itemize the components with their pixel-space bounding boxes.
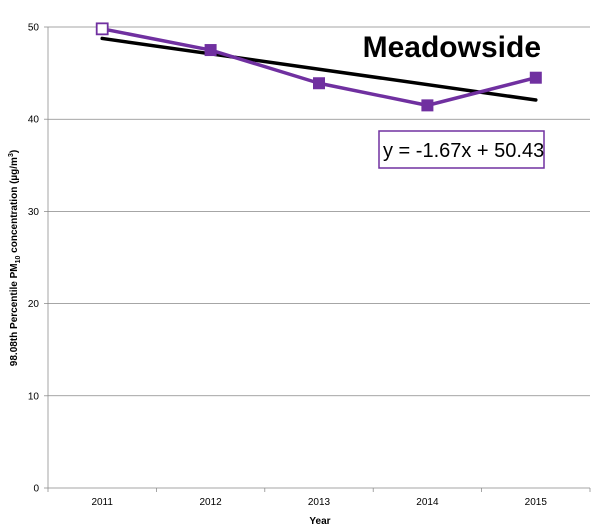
series-group xyxy=(95,22,542,112)
y-axis-title-subscript: 10 xyxy=(15,255,22,263)
x-tick-label: 2015 xyxy=(525,497,548,508)
tick-labels: 0 10 20 30 40 50 2011 2012 2013 2014 2015 xyxy=(28,23,547,509)
chart-title: Meadowside xyxy=(363,31,541,64)
axes xyxy=(44,26,591,492)
trendline-group xyxy=(100,36,538,102)
x-tick-label: 2012 xyxy=(199,497,222,508)
data-point-marker xyxy=(204,44,217,57)
y-tick-label: 40 xyxy=(28,115,40,126)
x-axis-title: Year xyxy=(309,516,330,527)
gridlines xyxy=(48,26,590,397)
trendline xyxy=(100,36,538,102)
x-tick-label: 2013 xyxy=(308,497,331,508)
trendline-equation-box xyxy=(378,130,545,169)
y-axis-title-end: ) xyxy=(9,150,20,153)
x-tick-label: 2011 xyxy=(91,497,113,508)
trendline-equation: y = -1.67x + 50.43 xyxy=(383,140,544,162)
y-tick-label: 0 xyxy=(33,484,39,495)
x-tick-label: 2014 xyxy=(416,497,439,508)
y-tick-label: 50 xyxy=(28,23,40,34)
y-tick-label: 30 xyxy=(28,207,40,218)
y-axis-title-main: 98.08th Percentile PM xyxy=(9,263,20,366)
data-point-marker xyxy=(313,77,325,90)
y-tick-label: 20 xyxy=(28,299,40,310)
data-point-marker xyxy=(421,99,434,112)
y-axis-title-tail: concentration (µg/m xyxy=(9,157,20,256)
y-tick-label: 10 xyxy=(28,391,40,402)
data-point-marker xyxy=(529,71,542,84)
data-point-marker xyxy=(95,22,109,36)
y-axis-title: 98.08th Percentile PM10 concentration (µ… xyxy=(8,150,22,366)
y-axis-title-superscript: 3 xyxy=(8,153,15,157)
